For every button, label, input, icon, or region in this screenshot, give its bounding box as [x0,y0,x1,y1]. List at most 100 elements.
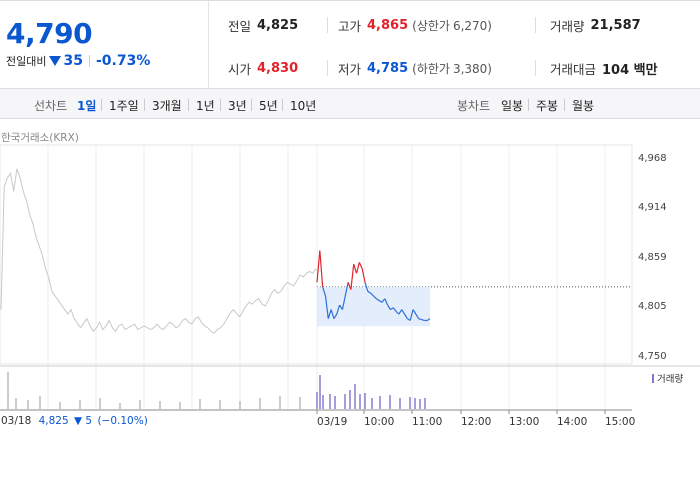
y-tick-label: 4,750 [638,351,667,362]
period-3y[interactable]: 3년 [228,99,247,113]
x-tick-label: 12:00 [461,416,491,428]
stat-label: 시가 [228,62,252,77]
quote-summary: 4,790 전일대비 35 -0.73% 전일 4,825 고가 4,865 (… [0,0,700,88]
today-line-segment [370,292,374,297]
divider [144,99,145,111]
today-line-segment [392,307,397,312]
candle-daily[interactable]: 일봉 [501,99,524,113]
divider [101,99,102,111]
today-line-segment [339,304,343,310]
stat-sub-label: (하한가 [412,62,450,76]
today-line-segment [358,262,363,269]
today-line-segment [327,309,332,319]
stat-value: 4,865 [367,18,409,33]
today-line-segment [373,295,377,300]
today-line-segment [367,290,371,294]
below-reference-fill [317,286,430,327]
today-line-segment [316,250,321,283]
today-line-segment [395,310,400,315]
period-10y[interactable]: 10년 [290,99,317,113]
today-line-segment [341,295,346,310]
stat-low: 저가 4,785 (하한가 3,380) [338,59,492,78]
volume-legend-swatch [652,374,654,383]
today-line-segment [401,309,406,315]
summary-close: 4,825 [38,415,69,427]
stat-label: 저가 [338,62,362,77]
today-line-segment [426,318,431,321]
y-tick-label: 4,914 [638,202,667,213]
x-tick-label: 15:00 [605,416,635,428]
divider [88,55,90,67]
stat-label: 고가 [338,19,362,34]
x-tick-label: 14:00 [557,416,587,428]
y-tick-label: 4,968 [638,153,667,164]
today-line-segment [336,304,341,315]
x-tick-label: 10:00 [364,416,394,428]
period-1d[interactable]: 1일 [77,99,97,113]
divider [188,99,189,111]
down-arrow-icon [49,56,62,66]
stat-label: 거래량 [550,19,585,34]
today-line-segment [404,313,408,319]
today-line-segment [390,307,394,311]
today-line-segment [322,286,327,297]
exchange-label: 한국거래소(KRX) [1,132,79,144]
candle-weekly[interactable]: 주봉 [536,99,559,113]
line-chart-label: 선차트 [34,99,68,113]
today-line-segment [409,309,414,321]
plot-frame [0,144,633,365]
y-tick-label: 4,859 [638,252,667,263]
period-3m[interactable]: 3개월 [152,99,182,113]
divider [535,17,536,33]
today-line-segment [418,318,422,321]
today-line-segment [421,319,425,322]
today-line-segment [319,250,324,287]
today-line-segment [412,309,417,315]
today-line-segment [381,298,386,303]
divider [327,60,328,76]
stat-label: 전일 [228,19,252,34]
y-tick-label: 4,805 [638,301,667,312]
today-line-segment [364,282,369,292]
summary-change-percent: (−0.10%) [97,415,148,427]
change-amount: 35 [63,53,83,69]
today-line-segment [333,313,338,319]
x-tick-label: 03/19 [317,416,347,428]
summary-date: 03/18 [1,415,32,427]
stat-sub-value: 3,380) [452,61,492,76]
today-line-segment [355,262,360,274]
stat-sub-value: 6,270) [452,18,492,33]
stat-trade-value: 거래대금 104 백만 [550,59,658,78]
period-5y[interactable]: 5년 [259,99,278,113]
divider [528,99,529,111]
today-line-segment [376,298,380,302]
divider [535,60,536,76]
today-line-segment [350,264,355,290]
candle-chart-label: 봉차트 [457,99,491,113]
summary-change: ▼ 5 [74,415,93,427]
divider [220,99,221,111]
divider [282,99,283,111]
today-line-segment [344,282,349,297]
period-1w[interactable]: 1주일 [109,99,139,113]
today-line-segment [378,299,383,303]
price-box: 4,790 전일대비 35 -0.73% [0,1,209,88]
prev-day-summary: 03/18 4,825 ▼ 5 (−0.10%) [1,415,148,427]
volume-legend-label: 거래량 [657,373,683,385]
stat-value: 4,785 [367,61,409,76]
stat-value: 4,825 [257,18,299,33]
today-line-segment [347,282,352,290]
stat-volume: 거래량 21,587 [550,16,641,35]
today-line-segment [361,268,366,283]
period-1y[interactable]: 1년 [196,99,215,113]
stat-value: 104 백만 [602,63,658,78]
today-line-segment [353,263,358,274]
stat-sub-label: (상한가 [412,19,450,33]
divider [251,99,252,111]
candle-monthly[interactable]: 월봉 [572,99,595,113]
today-line-segment [384,298,389,306]
stat-prev-close: 전일 4,825 [228,16,298,35]
today-line-segment [387,304,391,310]
current-price: 4,790 [6,17,93,50]
change-row: 전일대비 35 -0.73% [6,53,150,69]
